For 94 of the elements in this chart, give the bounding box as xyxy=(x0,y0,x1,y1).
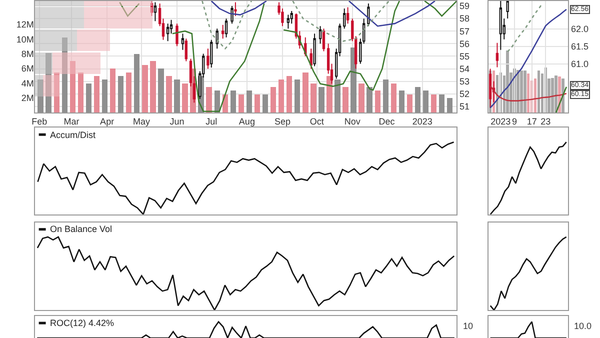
bar xyxy=(126,72,132,113)
x-tick-label: Dec xyxy=(378,116,396,126)
bar xyxy=(150,61,156,113)
bar xyxy=(286,76,292,113)
candlestick xyxy=(184,38,188,62)
bar xyxy=(516,70,520,113)
bar xyxy=(142,64,148,113)
candlestick xyxy=(166,23,170,42)
bar xyxy=(206,86,212,113)
candlestick xyxy=(322,28,326,52)
candlestick xyxy=(176,23,178,47)
candlestick xyxy=(343,8,346,30)
y-tick-label: 61.5 xyxy=(570,42,588,52)
candlestick xyxy=(222,24,224,40)
bar xyxy=(374,90,380,113)
y-tick-label: 55 xyxy=(460,51,470,62)
bar xyxy=(34,30,78,52)
candlestick xyxy=(496,42,499,68)
y-tick-label: 59 xyxy=(460,1,470,12)
x-tick-label: Oct xyxy=(310,116,324,126)
text: 10.0 xyxy=(574,321,592,331)
legend-label: Accum/Dist xyxy=(50,130,96,140)
x-tick-label: 2023 xyxy=(490,116,511,126)
y-tick-label: 54 xyxy=(460,64,470,74)
y-tick-label: 61.0 xyxy=(570,58,588,69)
candlestick xyxy=(230,6,234,24)
y-tick-label: 58 xyxy=(460,14,470,24)
candlestick xyxy=(318,26,322,44)
y-tick-label: 57 xyxy=(460,26,470,36)
y2-tick-label: 8M xyxy=(21,49,34,60)
candlestick xyxy=(286,14,290,30)
candlestick xyxy=(210,39,213,68)
bar xyxy=(270,86,276,113)
bar xyxy=(506,50,509,113)
bar xyxy=(254,94,260,113)
x-tick-label: 2023 xyxy=(412,116,432,126)
y2-tick-label: 2M xyxy=(21,93,34,104)
bar xyxy=(94,76,100,113)
x-tick-label: Jun xyxy=(170,116,184,126)
candlestick xyxy=(367,3,370,27)
x-tick-label: Apr xyxy=(100,116,114,126)
candlestick xyxy=(310,48,312,70)
candlestick xyxy=(181,33,184,50)
candlestick xyxy=(216,28,218,50)
line-series xyxy=(506,3,543,52)
y-tick-label: 53 xyxy=(460,76,470,86)
x-tick-label: Aug xyxy=(238,116,255,126)
x-tick-label: 9 xyxy=(512,116,518,126)
text: 10 xyxy=(463,321,474,331)
x-tick-label: Jul xyxy=(206,116,218,126)
candlestick xyxy=(224,18,228,38)
bar xyxy=(302,72,308,113)
x-tick-label: May xyxy=(132,116,150,126)
bar xyxy=(430,94,437,113)
candlestick xyxy=(206,48,210,70)
y2-tick-label: 12M xyxy=(16,20,34,30)
y-tick-label: 62.0 xyxy=(570,24,588,34)
candlestick xyxy=(234,2,237,17)
series-label: On Balance Vol xyxy=(50,224,112,234)
bar xyxy=(358,83,364,113)
bar xyxy=(406,94,413,113)
line-series xyxy=(490,85,568,102)
y2-tick-label: 4M xyxy=(21,78,34,88)
bar xyxy=(238,94,244,113)
x-tick-label: 23 xyxy=(540,116,551,126)
y-tick-label: 52 xyxy=(460,89,470,99)
bar xyxy=(554,75,558,113)
candlestick xyxy=(313,33,316,67)
bar xyxy=(310,83,316,113)
bar xyxy=(78,72,84,113)
y-tick-label: 51 xyxy=(460,102,470,112)
line-series xyxy=(490,8,568,108)
bar xyxy=(278,80,284,113)
x-tick-label: Sep xyxy=(274,116,290,126)
bar xyxy=(110,68,116,113)
bar xyxy=(551,78,554,113)
y2-tick-label: 10M xyxy=(16,34,34,44)
bar xyxy=(342,86,348,113)
y-tick-label: 56 xyxy=(460,38,470,49)
y2-tick-label: 6M xyxy=(21,64,34,74)
bar xyxy=(166,76,172,113)
bar xyxy=(390,83,397,113)
x-tick-label: 17 xyxy=(526,116,537,126)
bar xyxy=(520,70,523,113)
x-tick-label: Feb xyxy=(32,116,48,126)
candlestick xyxy=(346,6,350,24)
candlestick xyxy=(290,10,293,24)
bar xyxy=(77,30,110,52)
x-tick-label: Mar xyxy=(64,116,80,126)
x-tick-label: Nov xyxy=(344,116,361,126)
bar xyxy=(70,61,76,113)
bar xyxy=(182,83,188,113)
bar xyxy=(524,70,526,113)
legend-label: ROC(12) 4.42% xyxy=(50,318,114,328)
